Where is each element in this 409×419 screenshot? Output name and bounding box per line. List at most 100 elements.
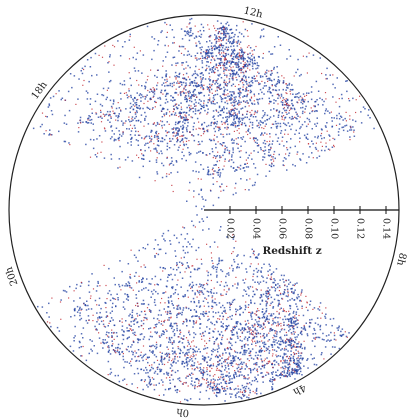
blue-galaxy-point [219,185,221,188]
blue-galaxy-point [254,63,256,65]
blue-galaxy-point [155,132,157,135]
blue-galaxy-point [150,310,152,312]
blue-galaxy-point [174,389,177,392]
blue-galaxy-point [175,160,178,162]
blue-galaxy-point [215,81,217,83]
blue-galaxy-point [180,116,182,118]
blue-galaxy-point [270,79,272,81]
blue-galaxy-point [128,324,131,327]
blue-galaxy-point [195,310,197,313]
red-galaxy-point [128,95,130,98]
blue-galaxy-point [179,111,181,113]
blue-galaxy-point [144,379,146,381]
red-galaxy-point [107,374,109,376]
blue-galaxy-point [193,122,195,124]
blue-galaxy-point [144,144,146,146]
blue-galaxy-point [135,120,138,122]
blue-galaxy-point [113,100,115,103]
blue-galaxy-point [246,382,248,385]
blue-galaxy-point [238,363,240,366]
blue-galaxy-point [141,279,143,281]
blue-galaxy-point [219,315,221,317]
blue-galaxy-point [225,352,227,354]
blue-galaxy-point [79,341,81,344]
blue-galaxy-point [327,110,329,112]
red-galaxy-point [137,130,139,133]
blue-galaxy-point [235,396,237,399]
blue-galaxy-point [289,341,291,343]
blue-galaxy-point [139,107,142,109]
blue-galaxy-point [211,306,214,308]
blue-galaxy-point [245,63,248,65]
blue-galaxy-point [81,67,84,70]
blue-galaxy-point [296,323,298,325]
blue-galaxy-point [234,122,237,124]
blue-galaxy-point [244,368,246,370]
blue-galaxy-point [205,312,208,315]
blue-galaxy-point [237,73,239,76]
blue-galaxy-point [224,382,227,384]
blue-galaxy-point [169,324,171,327]
blue-galaxy-point [242,96,244,98]
blue-galaxy-point [102,94,105,97]
blue-galaxy-point [169,82,172,85]
blue-galaxy-point [227,46,230,49]
blue-galaxy-point [41,306,44,308]
blue-galaxy-point [147,107,150,109]
blue-galaxy-point [216,274,218,277]
blue-galaxy-point [185,143,188,146]
red-galaxy-point [173,84,175,86]
blue-galaxy-point [164,267,166,270]
red-galaxy-point [45,115,47,117]
red-galaxy-point [225,380,228,382]
blue-galaxy-point [169,163,171,165]
blue-galaxy-point [207,384,210,386]
blue-galaxy-point [137,372,140,375]
blue-galaxy-point [184,398,186,401]
blue-galaxy-point [233,101,236,104]
red-galaxy-point [219,355,221,357]
blue-galaxy-point [168,338,171,340]
blue-galaxy-point [277,283,279,285]
blue-galaxy-point [278,302,280,304]
blue-galaxy-point [90,56,92,59]
red-galaxy-point [171,360,173,362]
blue-galaxy-point [167,92,169,95]
blue-galaxy-point [198,171,200,173]
red-galaxy-point [205,382,207,384]
red-galaxy-point [247,53,249,55]
blue-galaxy-point [232,61,234,63]
blue-galaxy-point [236,267,238,269]
blue-galaxy-point [195,170,197,173]
red-galaxy-point [220,40,222,42]
blue-galaxy-point [223,307,226,309]
red-galaxy-point [143,380,146,383]
red-galaxy-point [110,116,112,118]
blue-galaxy-point [117,299,119,301]
blue-galaxy-point [246,339,249,342]
blue-galaxy-point [171,85,174,88]
blue-galaxy-point [110,293,112,296]
blue-galaxy-point [231,301,234,303]
red-galaxy-point [238,52,241,54]
blue-galaxy-point [190,300,192,303]
blue-galaxy-point [208,83,211,86]
red-galaxy-point [224,59,226,61]
blue-galaxy-point [249,98,251,101]
blue-galaxy-point [283,321,285,324]
blue-galaxy-point [94,325,96,328]
red-galaxy-point [228,99,230,101]
blue-galaxy-point [245,385,248,388]
blue-galaxy-point [161,76,164,79]
blue-galaxy-point [185,97,188,100]
blue-galaxy-point [202,331,204,334]
blue-galaxy-point [280,101,283,103]
blue-galaxy-point [166,84,168,87]
blue-galaxy-point [220,373,223,376]
blue-galaxy-point [198,301,200,304]
blue-galaxy-point [259,345,261,348]
blue-galaxy-point [215,35,218,37]
blue-galaxy-point [218,105,221,108]
blue-galaxy-point [217,46,220,48]
blue-galaxy-point [248,118,251,121]
